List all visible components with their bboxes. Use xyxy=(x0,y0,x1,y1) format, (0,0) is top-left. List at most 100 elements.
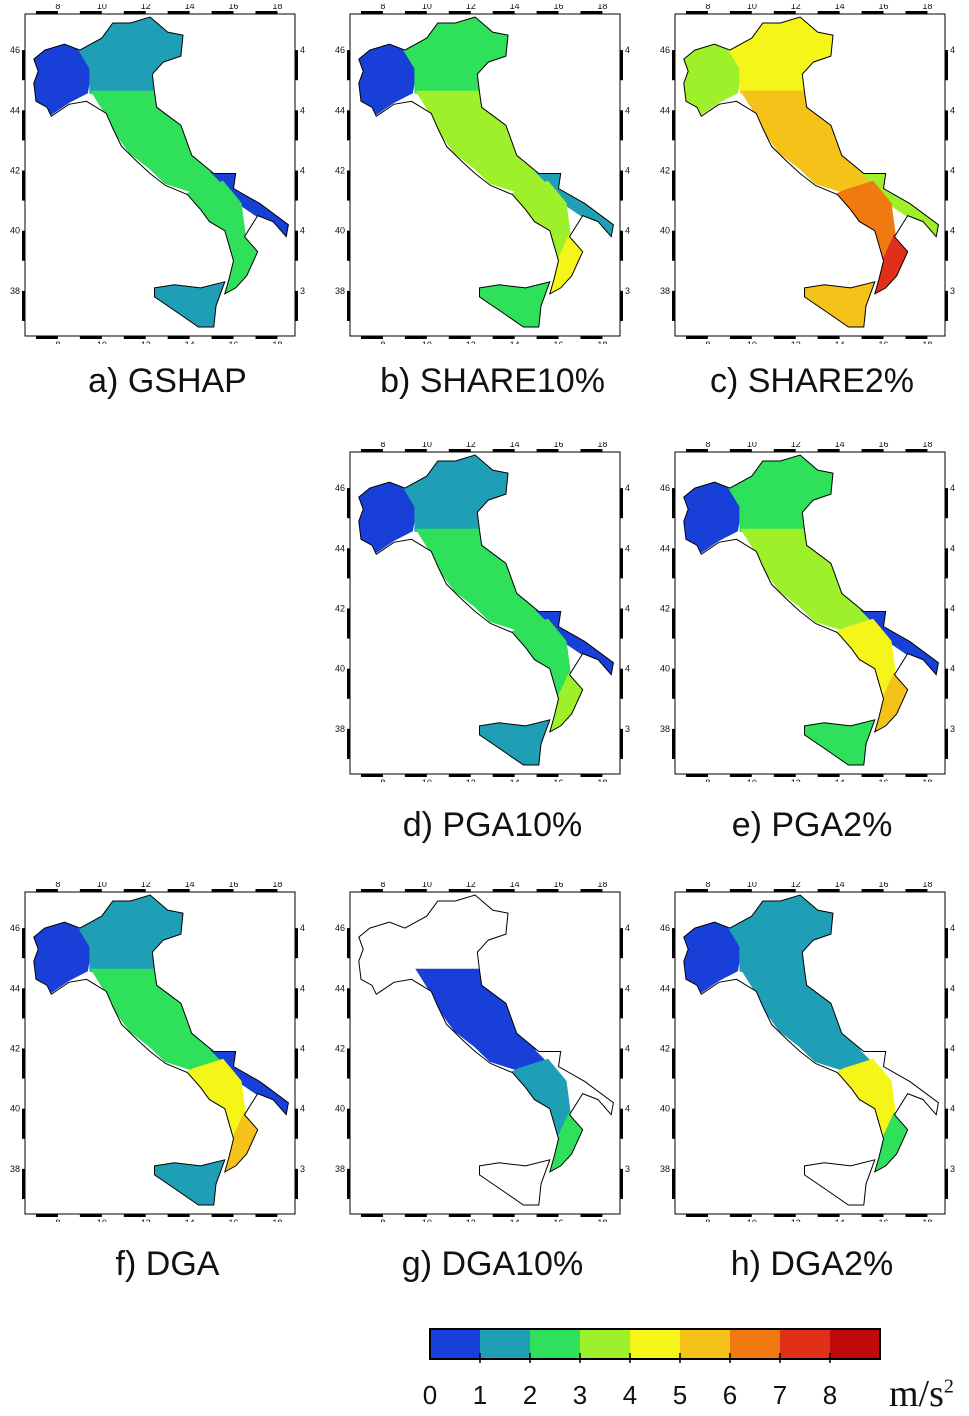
scale-bar xyxy=(22,928,25,959)
scale-bar xyxy=(255,336,278,339)
scale-bar xyxy=(448,336,471,339)
scale-bar xyxy=(404,449,427,452)
lat-tick-label: 42 xyxy=(625,1043,630,1053)
scale-bar xyxy=(580,336,603,339)
scale-bar xyxy=(536,336,559,339)
scale-bar xyxy=(773,11,796,14)
hazard-region-apennines xyxy=(90,90,226,194)
lat-tick-label: 40 xyxy=(10,226,20,236)
lat-tick-label: 44 xyxy=(625,105,630,115)
lon-tick-label: 12 xyxy=(466,442,476,449)
lat-tick-label: 46 xyxy=(950,45,955,55)
lon-tick-label: 14 xyxy=(185,1218,195,1222)
scale-bar xyxy=(685,774,708,777)
scale-bar xyxy=(672,548,675,579)
scale-bar xyxy=(672,170,675,201)
scale-bar xyxy=(685,11,708,14)
lon-tick-label: 12 xyxy=(791,4,801,11)
scale-bar xyxy=(123,11,146,14)
scale-bar xyxy=(255,1214,278,1217)
lat-tick-label: 44 xyxy=(335,105,345,115)
scale-bar xyxy=(685,889,708,892)
scale-bar xyxy=(580,449,603,452)
map-panel-a: 8 8 10 10 12 12 14 14 16 16 18 18 38 38 40 40 42 42 44 44 46… xyxy=(5,4,305,344)
lat-tick-label: 42 xyxy=(335,603,345,613)
map-panel-g: 8 8 10 10 12 12 14 14 16 16 18 18 38 38 40 40 42 42 44 44 46… xyxy=(330,882,630,1222)
lat-tick-label: 38 xyxy=(300,1164,305,1174)
scale-bar xyxy=(211,336,234,339)
scale-bar xyxy=(295,50,298,81)
lon-tick-label: 10 xyxy=(97,882,107,889)
scale-bar xyxy=(22,170,25,201)
lat-tick-label: 44 xyxy=(950,983,955,993)
lat-tick-label: 42 xyxy=(335,1043,345,1053)
scale-bar xyxy=(945,988,948,1019)
scale-bar xyxy=(123,889,146,892)
scale-bar xyxy=(905,336,928,339)
lat-tick-label: 42 xyxy=(950,1043,955,1053)
lat-tick-label: 38 xyxy=(660,724,670,734)
coastline xyxy=(358,16,614,295)
lat-tick-label: 40 xyxy=(300,1104,305,1114)
lat-tick-label: 38 xyxy=(335,724,345,734)
colorbar-swatch xyxy=(430,1329,480,1359)
lon-tick-label: 14 xyxy=(510,778,520,782)
lon-tick-label: 10 xyxy=(747,340,757,344)
scale-bar xyxy=(685,1214,708,1217)
scale-bar xyxy=(817,449,840,452)
hazard-region-apennines xyxy=(740,528,876,632)
colorbar-tick-label: 6 xyxy=(722,1380,738,1410)
scale-bar xyxy=(905,774,928,777)
lon-tick-label: 18 xyxy=(597,4,607,11)
lat-tick-label: 46 xyxy=(660,483,670,493)
lat-tick-label: 44 xyxy=(660,105,670,115)
lon-tick-label: 10 xyxy=(422,340,432,344)
scale-bar xyxy=(905,889,928,892)
scale-bar xyxy=(295,290,298,321)
lon-tick-label: 16 xyxy=(554,778,564,782)
scale-bar xyxy=(360,889,383,892)
map-panel-c: 8 8 10 10 12 12 14 14 16 16 18 18 38 38 40 40 42 42 44 44 46… xyxy=(655,4,955,344)
lon-tick-label: 8 xyxy=(705,4,710,11)
lon-tick-label: 18 xyxy=(597,882,607,889)
map-svg: 8 8 10 10 12 12 14 14 16 16 18 18 38 38 40 40 42 42 44 44 46… xyxy=(660,442,955,782)
colorbar-tick-label: 7 xyxy=(772,1380,788,1410)
lon-tick-label: 10 xyxy=(747,778,757,782)
lon-tick-label: 16 xyxy=(554,340,564,344)
lon-tick-label: 12 xyxy=(466,1218,476,1222)
scale-bar xyxy=(295,170,298,201)
colorbar-swatch xyxy=(480,1329,530,1359)
lon-tick-label: 10 xyxy=(747,1218,757,1222)
lat-tick-label: 38 xyxy=(660,286,670,296)
scale-bar xyxy=(123,336,146,339)
scale-bar xyxy=(295,928,298,959)
lon-tick-label: 10 xyxy=(97,4,107,11)
scale-bar xyxy=(22,230,25,261)
scale-bar xyxy=(620,230,623,261)
lon-tick-label: 16 xyxy=(879,1218,889,1222)
scale-bar xyxy=(861,449,884,452)
lat-tick-label: 40 xyxy=(300,226,305,236)
lon-tick-label: 16 xyxy=(554,442,564,449)
lon-tick-label: 16 xyxy=(554,4,564,11)
scale-bar xyxy=(817,11,840,14)
lon-tick-label: 8 xyxy=(705,442,710,449)
lat-tick-label: 40 xyxy=(625,664,630,674)
scale-bar xyxy=(360,336,383,339)
lat-tick-label: 44 xyxy=(660,983,670,993)
lon-tick-label: 14 xyxy=(510,340,520,344)
scale-bar xyxy=(945,928,948,959)
scale-bar xyxy=(22,1168,25,1199)
caption-a: a) GSHAP xyxy=(88,362,247,400)
map-svg: 8 8 10 10 12 12 14 14 16 16 18 18 38 38 40 40 42 42 44 44 46… xyxy=(10,882,305,1222)
lat-tick-label: 42 xyxy=(300,1043,305,1053)
lat-tick-label: 42 xyxy=(300,165,305,175)
sicily xyxy=(154,281,226,328)
lon-tick-label: 10 xyxy=(422,1218,432,1222)
scale-bar xyxy=(945,290,948,321)
lat-tick-label: 42 xyxy=(660,1043,670,1053)
scale-bar xyxy=(945,608,948,639)
scale-bar xyxy=(360,1214,383,1217)
scale-bar xyxy=(79,889,102,892)
lat-tick-label: 46 xyxy=(335,483,345,493)
